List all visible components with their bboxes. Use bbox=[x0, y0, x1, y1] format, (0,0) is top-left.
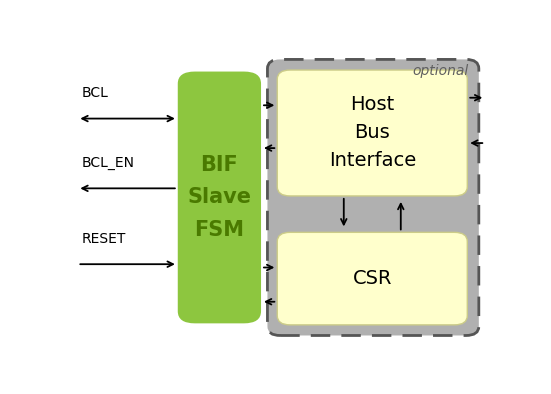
Text: BIF
Slave
FSM: BIF Slave FSM bbox=[187, 155, 251, 240]
Text: RESET: RESET bbox=[82, 232, 126, 246]
Text: CSR: CSR bbox=[353, 269, 392, 288]
FancyBboxPatch shape bbox=[277, 232, 467, 325]
Text: Host
Bus
Interface: Host Bus Interface bbox=[328, 95, 416, 171]
Text: optional: optional bbox=[412, 64, 468, 78]
FancyBboxPatch shape bbox=[277, 70, 467, 196]
Text: BCL_EN: BCL_EN bbox=[82, 156, 134, 170]
FancyBboxPatch shape bbox=[267, 59, 479, 336]
FancyBboxPatch shape bbox=[178, 72, 261, 323]
Text: BCL: BCL bbox=[82, 86, 109, 100]
